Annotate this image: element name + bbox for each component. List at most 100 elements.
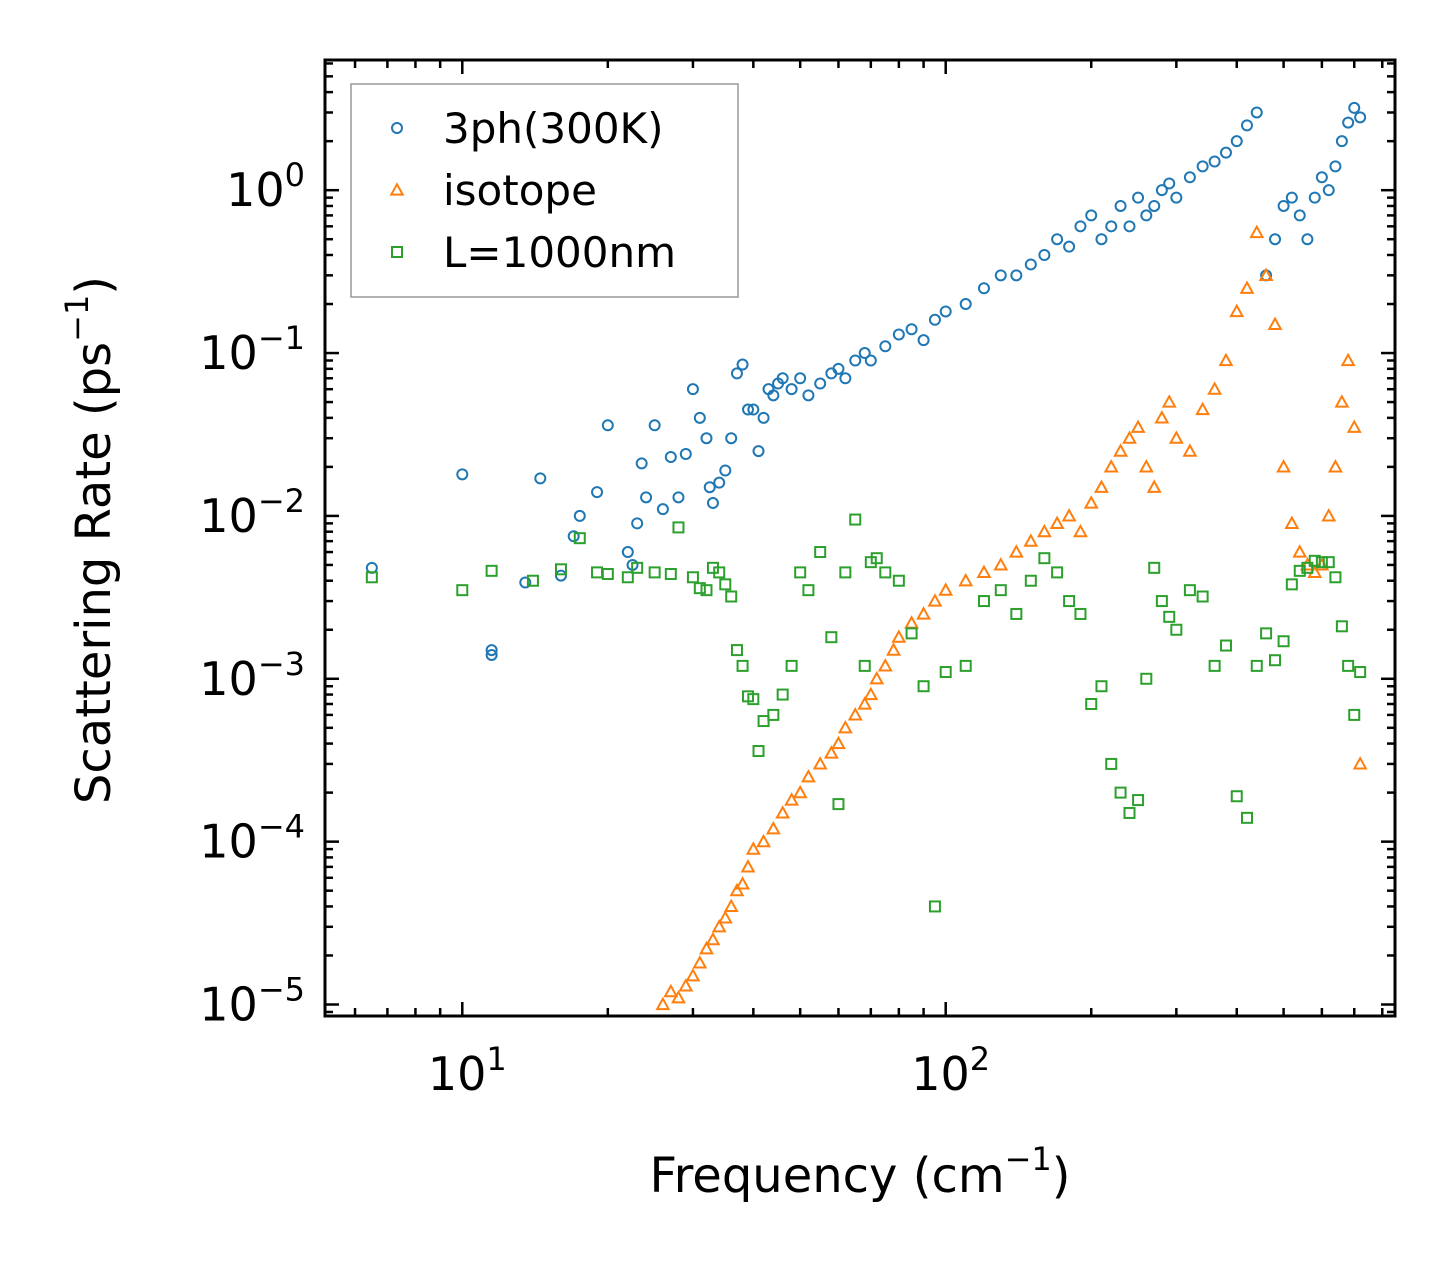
- point-isotope: [671, 989, 686, 1004]
- point-3ph-300k: [635, 457, 648, 470]
- point-isotope: [729, 882, 745, 897]
- point-3ph-300k: [785, 383, 798, 396]
- point-isotope: [1258, 267, 1274, 281]
- point-isotope: [1168, 430, 1184, 444]
- point-l-1000nm: [1010, 607, 1023, 620]
- point-3ph-300k: [1063, 240, 1076, 253]
- point-3ph-300k: [1240, 119, 1253, 132]
- y-tick-label-base: 10: [199, 978, 258, 1032]
- point-3ph-300k: [725, 432, 738, 445]
- point-isotope: [1113, 443, 1129, 457]
- point-3ph-300k: [879, 340, 892, 353]
- point-l-1000nm: [736, 659, 749, 672]
- point-l-1000nm: [892, 574, 905, 587]
- point-l-1000nm: [939, 666, 952, 679]
- point-3ph-300k: [1285, 191, 1298, 204]
- point-3ph-300k: [1038, 248, 1051, 261]
- y-tick-label-base: 10: [199, 815, 258, 869]
- point-isotope: [1122, 430, 1137, 444]
- point-isotope: [916, 606, 932, 620]
- point-isotope: [869, 670, 885, 685]
- point-l-1000nm: [928, 900, 941, 913]
- point-l-1000nm: [631, 561, 644, 574]
- point-l-1000nm: [794, 566, 807, 579]
- point-l-1000nm: [757, 715, 770, 728]
- point-isotope: [705, 931, 721, 946]
- legend: 3ph(300K) isotope L=1000nm: [350, 83, 739, 298]
- point-3ph-300k: [1155, 184, 1168, 197]
- point-3ph-300k: [1114, 199, 1127, 212]
- point-3ph-300k: [939, 305, 952, 318]
- y-tick-label-base: 10: [199, 326, 258, 380]
- point-3ph-300k: [814, 377, 827, 390]
- legend-marker: [391, 246, 403, 258]
- point-isotope: [938, 582, 954, 596]
- point-3ph-300k: [1183, 171, 1196, 184]
- point-l-1000nm: [621, 571, 634, 584]
- y-tick-label-exp: 0: [285, 156, 305, 194]
- legend-label: isotope: [443, 166, 597, 215]
- point-isotope: [1292, 544, 1308, 558]
- point-l-1000nm: [713, 566, 726, 579]
- y-tick-label: 10−3: [199, 645, 305, 706]
- legend-label: 3ph(300K): [443, 104, 663, 153]
- point-isotope: [685, 968, 701, 982]
- point-l-1000nm: [1051, 566, 1064, 579]
- point-isotope: [1352, 756, 1368, 770]
- y-axis-title: Scattering Rate (ps−1): [58, 276, 122, 804]
- point-isotope: [857, 696, 873, 710]
- point-l-1000nm: [693, 582, 706, 595]
- point-l-1000nm: [917, 680, 930, 693]
- point-isotope: [1229, 303, 1245, 318]
- y-tick-label-base: 10: [226, 163, 285, 217]
- point-3ph-300k: [485, 644, 498, 657]
- point-l-1000nm: [870, 552, 883, 565]
- point-isotope: [699, 940, 714, 955]
- point-3ph-300k: [776, 372, 789, 385]
- y-tick-label-base: 10: [199, 489, 258, 543]
- point-3ph-300k: [1196, 160, 1209, 173]
- point-l-1000nm: [700, 584, 713, 597]
- point-3ph-300k: [700, 432, 713, 445]
- point-3ph-300k: [1230, 135, 1243, 148]
- point-3ph-300k: [1170, 191, 1183, 204]
- point-l-1000nm: [1285, 578, 1298, 591]
- point-isotope: [1267, 316, 1283, 330]
- point-l-1000nm: [1024, 574, 1037, 587]
- point-l-1000nm: [959, 659, 972, 672]
- point-l-1000nm: [1038, 552, 1051, 565]
- point-isotope: [831, 735, 846, 750]
- point-isotope: [1036, 523, 1052, 538]
- x-axis-title: Frequency (cm−1): [649, 1140, 1070, 1204]
- point-isotope: [1276, 459, 1292, 473]
- point-isotope: [711, 918, 727, 933]
- point-l-1000nm: [664, 567, 677, 580]
- point-l-1000nm: [686, 571, 699, 584]
- point-3ph-300k: [747, 403, 760, 416]
- point-isotope: [792, 784, 808, 799]
- point-l-1000nm: [573, 532, 586, 545]
- point-3ph-300k: [648, 419, 661, 432]
- point-3ph-300k: [456, 468, 469, 481]
- y-tick-label-exp: −3: [258, 645, 305, 683]
- point-isotope: [663, 983, 679, 998]
- point-l-1000nm: [832, 798, 845, 811]
- point-l-1000nm: [1196, 590, 1209, 603]
- point-3ph-300k: [849, 354, 862, 367]
- point-isotope: [1061, 508, 1077, 522]
- point-l-1000nm: [1105, 757, 1118, 770]
- point-isotope: [976, 564, 992, 578]
- point-3ph-300k: [1010, 269, 1023, 282]
- point-isotope: [784, 792, 800, 806]
- point-3ph-300k: [1140, 209, 1153, 222]
- point-3ph-300k: [994, 269, 1007, 282]
- point-3ph-300k: [554, 569, 567, 582]
- point-l-1000nm: [1260, 627, 1273, 640]
- point-l-1000nm: [1293, 564, 1306, 577]
- point-3ph-300k: [1342, 116, 1355, 129]
- point-l-1000nm: [802, 584, 815, 597]
- point-3ph-300k: [567, 530, 580, 543]
- point-isotope: [756, 833, 772, 848]
- point-isotope: [1321, 508, 1337, 522]
- point-isotope: [1154, 410, 1170, 424]
